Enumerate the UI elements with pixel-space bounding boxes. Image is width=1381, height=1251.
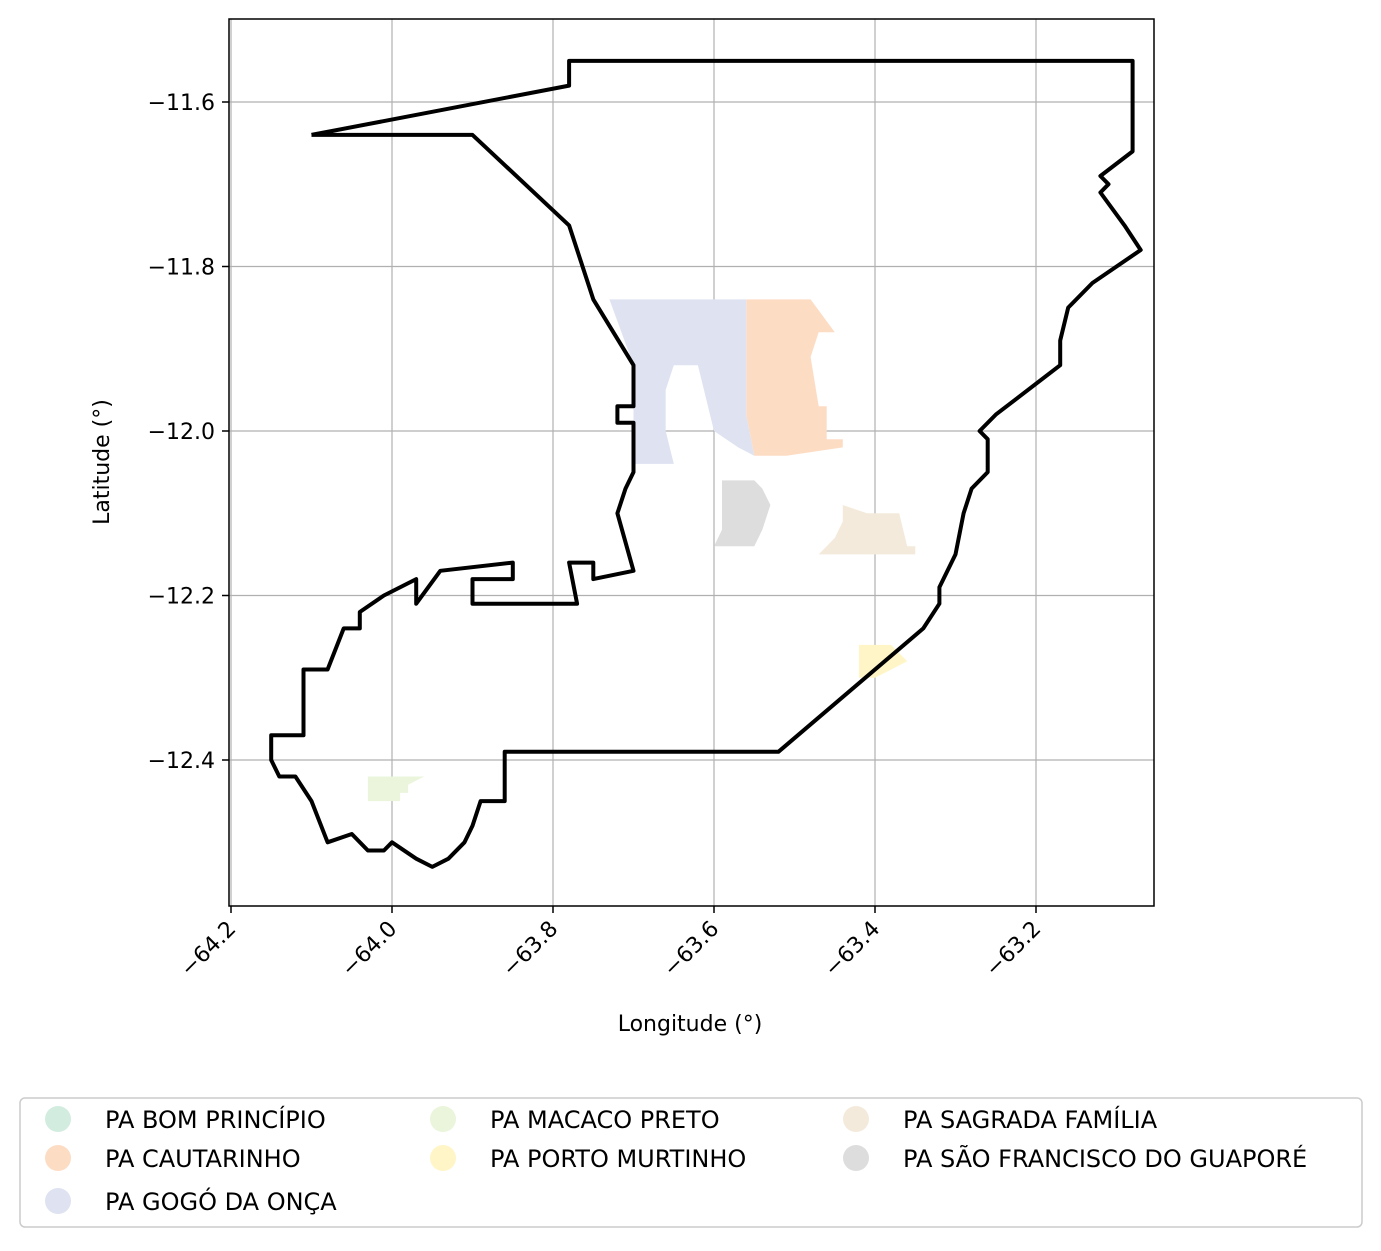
region-5: [818, 505, 916, 555]
municipality-boundary: [269, 58, 1143, 869]
region-3: [367, 776, 425, 802]
y-axis-label: Latitude (°): [90, 399, 115, 525]
plot-frame: [228, 18, 1155, 907]
legend-marker-0: [45, 1106, 71, 1132]
x-axis-label: Longitude (°): [618, 1012, 763, 1037]
settlement-regions: [367, 299, 916, 802]
y-tick-label-3: −12.2: [148, 585, 215, 610]
legend-marker-4: [430, 1145, 456, 1171]
legend-marker-5: [843, 1106, 869, 1132]
legend-marker-3: [430, 1106, 456, 1132]
legend-label-4: PA PORTO MURTINHO: [490, 1145, 746, 1173]
region-1: [746, 299, 843, 456]
legend-box: [19, 1097, 1363, 1228]
boundary-line: [269, 58, 1143, 869]
region-6: [714, 480, 771, 547]
gridlines: [229, 19, 1154, 906]
y-tick-label-0: −11.6: [148, 91, 215, 116]
legend: PA BOM PRINCÍPIO PA CAUTARINHO PA GOGÓ DA …: [45, 1105, 1307, 1216]
y-tick-label-1: −11.8: [148, 256, 215, 281]
legend-label-2: PA GOGÓ DA ONÇA: [105, 1186, 337, 1216]
legend-marker-2: [45, 1188, 71, 1214]
y-tick-label-4: −12.4: [148, 749, 215, 774]
legend-label-0: PA BOM PRINCÍPIO: [105, 1105, 326, 1134]
region-2: [609, 299, 755, 464]
legend-marker-1: [45, 1145, 71, 1171]
legend-marker-6: [843, 1145, 869, 1171]
y-tick-label-2: −12.0: [148, 420, 215, 445]
legend-label-6: PA SÃO FRANCISCO DO GUAPORÉ: [903, 1143, 1307, 1173]
legend-label-5: PA SAGRADA FAMÍLIA: [903, 1105, 1158, 1134]
legend-label-3: PA MACACO PRETO: [490, 1106, 720, 1134]
y-axis-ticks: −11.6 −11.8 −12.0 −12.2 −12.4: [148, 91, 229, 774]
legend-label-1: PA CAUTARINHO: [105, 1145, 301, 1173]
